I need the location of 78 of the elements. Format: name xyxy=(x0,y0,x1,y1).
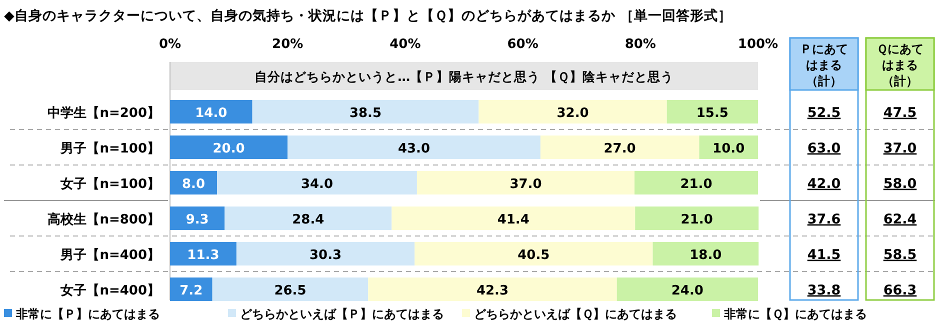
bar xyxy=(170,136,288,159)
text: 42.0 xyxy=(807,176,841,192)
data-label: 21.0 xyxy=(680,176,712,192)
x-tick-label: 80% xyxy=(624,37,656,52)
bar xyxy=(478,100,667,124)
bar xyxy=(368,278,617,301)
text: 37.0 xyxy=(883,140,917,156)
data-label: 20.0 xyxy=(212,141,245,156)
data-label: 30.3 xyxy=(309,248,342,263)
y-tick-label: 男子【n=100】 xyxy=(60,140,160,156)
x-tick-label: 60% xyxy=(507,37,538,52)
bar xyxy=(252,100,479,124)
data-label: 9.3 xyxy=(186,212,209,228)
bar xyxy=(170,100,252,124)
text: 41.5 xyxy=(807,246,841,263)
legend-label: どちらかといえば【Ｑ】にあてはまる xyxy=(474,307,677,321)
x-tick-label: 40% xyxy=(390,37,421,52)
band-label: 自分はどちらかというと…【Ｐ】陽キャだと思う 【Ｑ】陰キャだと思う xyxy=(254,69,674,84)
data-label: 14.0 xyxy=(195,106,228,121)
data-label: 26.5 xyxy=(274,283,306,298)
data-label: 37.0 xyxy=(510,176,542,192)
legend-label: どちらかといえば【Ｐ】にあてはまる xyxy=(240,307,444,321)
text: 52.5 xyxy=(807,104,841,121)
y-tick-label: 中学生【n=200】 xyxy=(48,104,160,121)
data-label: 11.3 xyxy=(187,248,220,263)
bar xyxy=(666,100,758,124)
bar xyxy=(616,278,758,301)
bar xyxy=(170,242,236,266)
text: 33.8 xyxy=(807,282,841,298)
y-tick-label: 高校生【n=800】 xyxy=(48,211,160,228)
bar xyxy=(170,278,212,301)
data-label: 27.0 xyxy=(604,141,636,156)
data-label: 8.0 xyxy=(182,176,206,192)
text: 58.5 xyxy=(883,246,917,263)
text: 63.0 xyxy=(807,140,841,156)
bar xyxy=(540,136,700,159)
data-label: 34.0 xyxy=(300,176,334,192)
x-tick-label: 100% xyxy=(738,37,778,52)
data-label: 28.4 xyxy=(292,212,324,228)
legend-label: 非常に【Ｐ】にあてはまる xyxy=(15,307,160,321)
text: 58.0 xyxy=(883,176,917,192)
data-label: 40.5 xyxy=(518,248,550,263)
data-label: 18.0 xyxy=(690,248,722,263)
bar xyxy=(224,206,392,230)
data-label: 15.5 xyxy=(696,106,728,121)
text: 66.3 xyxy=(883,282,917,298)
data-label: 7.2 xyxy=(180,283,203,298)
data-label: 21.0 xyxy=(680,212,713,228)
bar xyxy=(217,171,417,194)
y-tick-label: 男子【n=400】 xyxy=(60,246,160,263)
y-tick-label: 女子【n=400】 xyxy=(60,282,160,298)
y-tick-label: 女子【n=100】 xyxy=(60,176,160,192)
bar xyxy=(652,242,759,266)
legend-label: 非常に【Ｑ】にあてはまる xyxy=(723,307,867,321)
data-label: 41.4 xyxy=(497,212,530,228)
data-label: 24.0 xyxy=(671,283,704,298)
bar xyxy=(414,242,653,266)
text: Ｐにあてはまる（計） xyxy=(800,42,848,88)
data-label: 10.0 xyxy=(712,141,745,156)
data-label: 42.3 xyxy=(476,283,509,298)
data-label: 32.0 xyxy=(556,106,589,121)
bar xyxy=(288,136,540,159)
bar xyxy=(635,206,759,230)
chart-title: ◆自身のキャラクターについて、自身の気持ち・状況には【Ｐ】と【Ｑ】のどちらがあてはまるか ［単一回答形式］ xyxy=(4,8,732,24)
data-label: 38.5 xyxy=(349,106,382,121)
data-label: 43.0 xyxy=(398,141,430,156)
text: Ｑにあてはまる（計） xyxy=(876,42,924,88)
text: 62.4 xyxy=(883,211,917,228)
bar xyxy=(416,171,635,194)
text: 47.5 xyxy=(883,104,917,121)
bar xyxy=(236,242,415,266)
text: 37.6 xyxy=(807,211,841,228)
bar xyxy=(212,278,368,301)
x-tick-label: 20% xyxy=(272,37,304,52)
x-tick-label: 0% xyxy=(158,37,182,52)
bar xyxy=(392,206,636,230)
bar xyxy=(634,171,758,194)
bar xyxy=(170,206,225,230)
